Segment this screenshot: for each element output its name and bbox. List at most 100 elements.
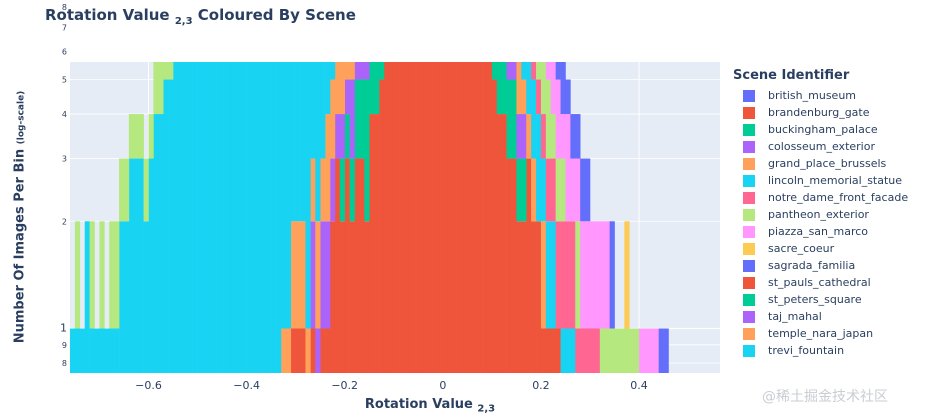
histogram-bar[interactable] — [521, 62, 527, 80]
histogram-bar[interactable] — [565, 114, 571, 222]
histogram-bar[interactable] — [148, 114, 154, 159]
histogram-bar[interactable] — [585, 221, 591, 329]
histogram-bar[interactable] — [163, 62, 169, 80]
histogram-bar[interactable] — [545, 158, 552, 222]
histogram-bar[interactable] — [560, 62, 566, 115]
histogram-bar[interactable] — [590, 221, 596, 329]
histogram-bar[interactable] — [634, 328, 640, 374]
histogram-bar[interactable] — [604, 221, 610, 329]
histogram-bar[interactable] — [74, 328, 81, 374]
histogram-bar[interactable] — [423, 62, 429, 373]
histogram-bar[interactable] — [158, 114, 164, 374]
histogram-bar[interactable] — [119, 158, 125, 222]
histogram-bar[interactable] — [79, 328, 86, 374]
histogram-bar[interactable] — [315, 62, 321, 222]
histogram-bar[interactable] — [477, 62, 483, 373]
histogram-bar[interactable] — [290, 328, 296, 374]
histogram-bar[interactable] — [570, 114, 576, 159]
histogram-bar[interactable] — [359, 62, 365, 80]
histogram-bar[interactable] — [114, 328, 120, 374]
histogram-bar[interactable] — [231, 62, 238, 373]
histogram-bar[interactable] — [349, 79, 355, 159]
histogram-bar[interactable] — [251, 62, 257, 373]
histogram-bar[interactable] — [133, 158, 139, 373]
histogram-bar[interactable] — [526, 158, 532, 373]
histogram-bar[interactable] — [153, 62, 159, 115]
histogram-bar[interactable] — [330, 158, 336, 222]
histogram-bar[interactable] — [570, 158, 576, 222]
histogram-bar[interactable] — [491, 79, 498, 373]
histogram-bar[interactable] — [261, 62, 267, 373]
histogram-bar[interactable] — [516, 62, 522, 115]
histogram-bar[interactable] — [658, 328, 664, 374]
histogram-bar[interactable] — [575, 158, 581, 222]
histogram-bar[interactable] — [271, 62, 277, 373]
histogram-bar[interactable] — [295, 62, 301, 222]
histogram-bar[interactable] — [217, 62, 223, 373]
legend-item-piazza_san_marco[interactable]: piazza_san_marco — [733, 223, 908, 240]
histogram-bar[interactable] — [521, 158, 527, 222]
histogram-bar[interactable] — [295, 328, 301, 374]
histogram-bar[interactable] — [364, 221, 370, 373]
histogram-bar[interactable] — [521, 114, 527, 159]
histogram-bar[interactable] — [565, 79, 571, 115]
histogram-bar[interactable] — [545, 221, 552, 329]
histogram-bar[interactable] — [555, 328, 561, 374]
histogram-bar[interactable] — [379, 62, 385, 80]
histogram-bar[interactable] — [585, 158, 591, 222]
histogram-bar[interactable] — [236, 62, 242, 373]
histogram-bar[interactable] — [452, 62, 458, 373]
histogram-bar[interactable] — [89, 221, 95, 329]
histogram-bar[interactable] — [506, 158, 512, 373]
histogram-bar[interactable] — [540, 221, 547, 329]
histogram-bar[interactable] — [325, 328, 331, 374]
histogram-bar[interactable] — [315, 221, 321, 329]
histogram-bar[interactable] — [330, 62, 336, 80]
histogram-bar[interactable] — [511, 158, 517, 373]
histogram-bar[interactable] — [359, 79, 365, 159]
histogram-bar[interactable] — [168, 62, 174, 80]
histogram-bar[interactable] — [565, 221, 571, 329]
histogram-bar[interactable] — [320, 62, 326, 159]
histogram-bar[interactable] — [349, 221, 355, 373]
histogram-bar[interactable] — [565, 328, 571, 374]
histogram-bar[interactable] — [202, 62, 208, 373]
histogram-bar[interactable] — [148, 158, 154, 373]
histogram-bar[interactable] — [408, 62, 414, 373]
histogram-bar[interactable] — [222, 62, 228, 373]
histogram-bar[interactable] — [330, 79, 336, 159]
legend-item-pantheon_exterior[interactable]: pantheon_exterior — [733, 206, 908, 223]
histogram-bar[interactable] — [212, 62, 218, 373]
legend-item-st_peters_square[interactable]: st_peters_square — [733, 291, 908, 308]
histogram-bar[interactable] — [310, 158, 316, 222]
histogram-bar[interactable] — [290, 62, 296, 222]
histogram-bar[interactable] — [364, 62, 370, 80]
histogram-bar[interactable] — [413, 62, 419, 373]
histogram-bar[interactable] — [624, 221, 630, 329]
histogram-bar[interactable] — [536, 114, 542, 222]
histogram-bar[interactable] — [653, 328, 659, 374]
histogram-bar[interactable] — [104, 328, 110, 374]
histogram-bar[interactable] — [555, 158, 561, 222]
histogram-bar[interactable] — [339, 114, 346, 159]
histogram-bar[interactable] — [545, 79, 552, 159]
histogram-bar[interactable] — [325, 62, 331, 115]
histogram-bar[interactable] — [138, 158, 144, 373]
histogram-bar[interactable] — [226, 62, 233, 373]
histogram-bar[interactable] — [462, 62, 468, 373]
histogram-bar[interactable] — [280, 62, 287, 329]
histogram-bar[interactable] — [128, 158, 135, 373]
histogram-bar[interactable] — [344, 62, 350, 80]
histogram-bar[interactable] — [521, 221, 527, 373]
histogram-bar[interactable] — [344, 114, 350, 159]
histogram-bar[interactable] — [555, 62, 561, 80]
histogram-bar[interactable] — [526, 114, 532, 159]
histogram-bar[interactable] — [496, 114, 502, 374]
histogram-bar[interactable] — [359, 158, 365, 373]
histogram-bar[interactable] — [639, 328, 645, 374]
histogram-bar[interactable] — [531, 158, 537, 222]
histogram-bar[interactable] — [354, 62, 360, 80]
histogram-bar[interactable] — [599, 221, 606, 329]
histogram-bar[interactable] — [344, 79, 350, 115]
histogram-bar[interactable] — [609, 328, 615, 374]
